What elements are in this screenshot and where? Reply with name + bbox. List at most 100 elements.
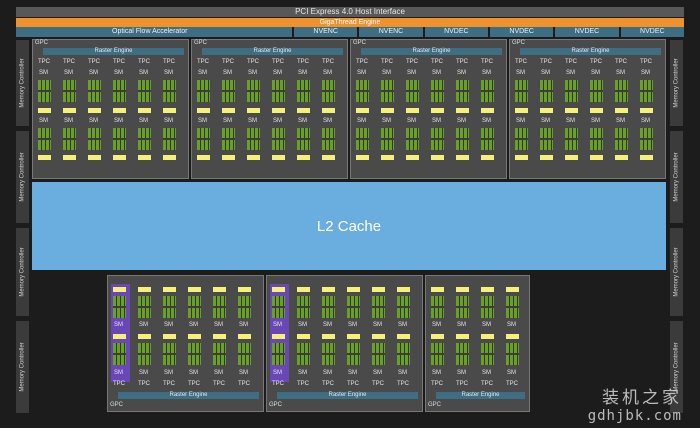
sm-cache — [615, 155, 628, 160]
gpc-block: GPC Raster Engine TPC SM SM TPC SM SM TPC SM SM TPC… — [191, 39, 348, 179]
memory-controller-left-2: Memory Controller — [16, 131, 29, 223]
raster-engine: Raster Engine — [520, 48, 661, 55]
sm-cache — [515, 108, 528, 113]
sm-cores — [431, 80, 444, 102]
sm-cores — [38, 128, 51, 150]
sm-cores — [322, 343, 335, 365]
sm-cores — [247, 128, 260, 150]
sm-cache — [113, 334, 126, 339]
tpc-label: TPC — [347, 381, 359, 387]
sm-cores — [213, 296, 226, 318]
engine-row: Optical Flow Accelerator NVENC NVENC NVD… — [16, 27, 684, 37]
tpc-label: TPC — [63, 59, 75, 65]
sm-cache — [138, 334, 151, 339]
sm-cache — [297, 155, 310, 160]
sm-cores — [63, 80, 76, 102]
tpc-label: TPC — [615, 59, 627, 65]
tpc-label: TPC — [381, 59, 393, 65]
sm-cache — [213, 287, 226, 292]
sm-cache — [615, 108, 628, 113]
sm-cache — [406, 108, 419, 113]
sm-cores — [297, 80, 310, 102]
sm-cores — [163, 343, 176, 365]
sm-cores — [88, 80, 101, 102]
tpc-label: TPC — [565, 59, 577, 65]
sm-cache — [163, 287, 176, 292]
sm-label: SM — [566, 118, 575, 124]
sm-cache — [113, 108, 126, 113]
raster-engine: Raster Engine — [436, 392, 525, 399]
sm-label: SM — [432, 370, 441, 376]
sm-label: SM — [516, 118, 525, 124]
sm-cache — [163, 155, 176, 160]
sm-label: SM — [516, 70, 525, 76]
sm-cores — [397, 343, 410, 365]
sm-cache — [163, 108, 176, 113]
sm-label: SM — [591, 118, 600, 124]
sm-cache — [138, 155, 151, 160]
sm-cores — [322, 128, 335, 150]
tpc-label: TPC — [456, 381, 468, 387]
sm-label: SM — [382, 118, 391, 124]
sm-cores — [481, 343, 494, 365]
sm-label: SM — [541, 118, 550, 124]
tpc-label: TPC — [481, 59, 493, 65]
tpc-label: TPC — [238, 381, 250, 387]
memory-controller-right-3: Memory Controller — [670, 228, 683, 316]
memory-controller-right-4: Memory Controller — [670, 321, 683, 413]
sm-cores — [540, 128, 553, 150]
sm-cores — [456, 128, 469, 150]
sm-cache — [431, 287, 444, 292]
sm-label: SM — [64, 118, 73, 124]
sm-label: SM — [348, 322, 357, 328]
sm-label: SM — [373, 322, 382, 328]
sm-label: SM — [39, 118, 48, 124]
sm-cores — [347, 343, 360, 365]
memory-controller-label: Memory Controller — [673, 58, 680, 108]
sm-cores — [197, 128, 210, 150]
sm-label: SM — [89, 118, 98, 124]
sm-cores — [481, 80, 494, 102]
sm-cache — [506, 287, 519, 292]
sm-cache — [272, 108, 285, 113]
sm-cache — [322, 155, 335, 160]
sm-label: SM — [407, 118, 416, 124]
sm-cores — [188, 343, 201, 365]
memory-controller-label: Memory Controller — [673, 247, 680, 297]
sm-label: SM — [223, 118, 232, 124]
sm-label: SM — [357, 118, 366, 124]
sm-cache — [188, 287, 201, 292]
optical-flow-accelerator: Optical Flow Accelerator — [16, 27, 292, 37]
sm-cache — [347, 287, 360, 292]
raster-engine: Raster Engine — [361, 48, 502, 55]
raster-engine: Raster Engine — [118, 392, 259, 399]
tpc-label: TPC — [640, 59, 652, 65]
sm-cache — [397, 334, 410, 339]
tpc-label: TPC — [431, 59, 443, 65]
sm-cores — [138, 80, 151, 102]
sm-label: SM — [616, 118, 625, 124]
sm-cores — [406, 80, 419, 102]
sm-label: SM — [39, 70, 48, 76]
sm-cores — [381, 128, 394, 150]
sm-cores — [297, 128, 310, 150]
memory-controller-label: Memory Controller — [19, 247, 26, 297]
sm-cores — [347, 296, 360, 318]
sm-label: SM — [164, 118, 173, 124]
sm-cache — [431, 155, 444, 160]
sm-cores — [356, 128, 369, 150]
sm-cache — [540, 108, 553, 113]
tpc-label: TPC — [188, 381, 200, 387]
sm-label: SM — [541, 70, 550, 76]
watermark-chinese: 装机之家 — [602, 388, 682, 408]
nvdec-4: NVDEC — [620, 27, 684, 37]
sm-label: SM — [373, 370, 382, 376]
tpc-label: TPC — [297, 381, 309, 387]
nvdec-2: NVDEC — [489, 27, 554, 37]
sm-cache — [238, 287, 251, 292]
sm-cache — [431, 108, 444, 113]
sm-cores — [640, 128, 653, 150]
sm-cache — [640, 155, 653, 160]
sm-cores — [515, 128, 528, 150]
gpc-block: SM SM TPC SM SM TPC SM SM TPC SM SM TPC SM SM TPC SM SM T… — [107, 275, 264, 412]
